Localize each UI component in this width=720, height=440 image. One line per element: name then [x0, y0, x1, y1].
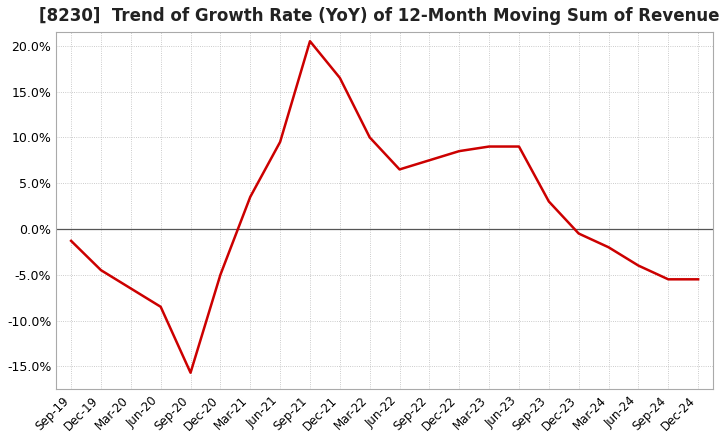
Title: [8230]  Trend of Growth Rate (YoY) of 12-Month Moving Sum of Revenues: [8230] Trend of Growth Rate (YoY) of 12-… — [40, 7, 720, 25]
